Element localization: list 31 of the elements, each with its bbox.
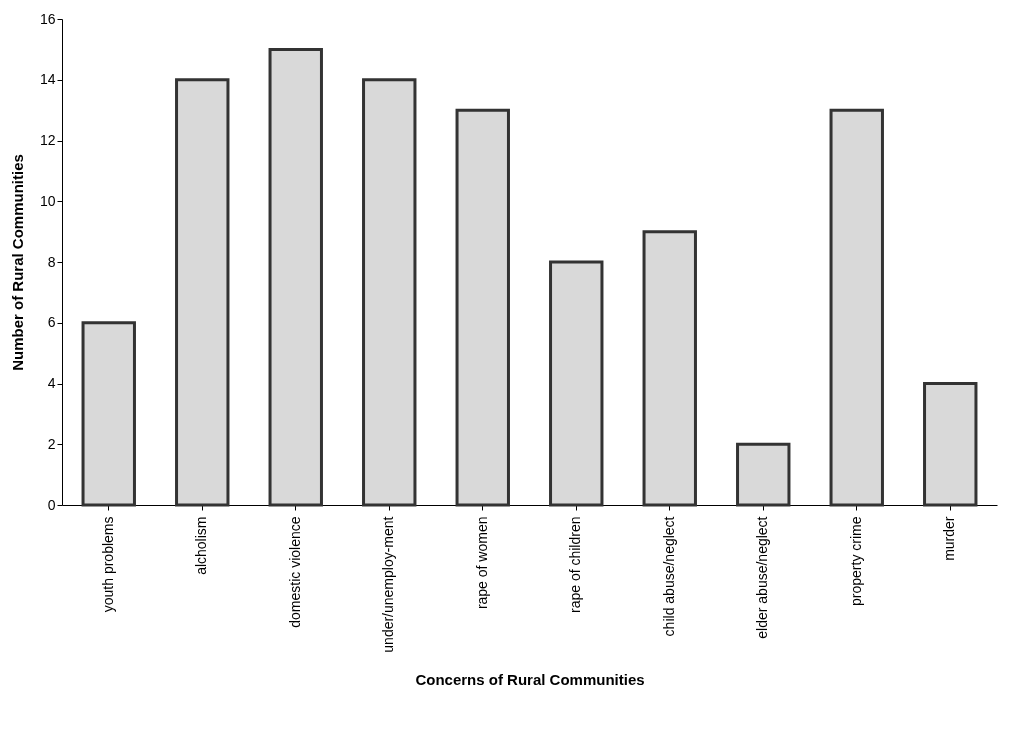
y-tick-label: 0	[47, 496, 56, 513]
bar	[923, 382, 978, 507]
bar	[736, 442, 791, 507]
x-tick-label: domestic violence	[286, 516, 303, 628]
y-tick-label: 8	[47, 253, 56, 270]
y-tick-label: 12	[39, 132, 56, 148]
x-tick-label: elder abuse/neglect	[754, 516, 771, 639]
y-tick-label: 4	[47, 375, 56, 391]
x-tick-label: child abuse/neglect	[660, 516, 677, 637]
bar	[455, 108, 510, 507]
y-tick-label: 2	[47, 435, 56, 452]
y-tick-label: 16	[39, 10, 56, 27]
x-tick-label: rape of women	[473, 516, 490, 610]
x-axis-title: Concerns of Rural Communities	[415, 670, 645, 688]
bar	[81, 321, 136, 507]
x-tick-label: alcholism	[193, 516, 210, 575]
y-tick-label: 10	[39, 192, 56, 209]
bar	[175, 78, 230, 507]
bar	[829, 108, 884, 507]
x-tick-label: rape of children	[567, 516, 584, 614]
bar	[268, 47, 323, 507]
x-tick-label: property crime	[847, 516, 864, 606]
y-axis-title: Number of Rural Communities	[8, 154, 26, 371]
x-tick-label: under/unemploy-ment	[380, 516, 397, 653]
y-tick-label: 6	[47, 314, 56, 331]
bar	[549, 260, 604, 507]
bar	[642, 230, 697, 507]
x-tick-label: youth problems	[99, 516, 116, 613]
y-tick-label: 14	[39, 71, 56, 88]
bar	[362, 78, 417, 507]
x-tick-label: murder	[941, 516, 958, 561]
